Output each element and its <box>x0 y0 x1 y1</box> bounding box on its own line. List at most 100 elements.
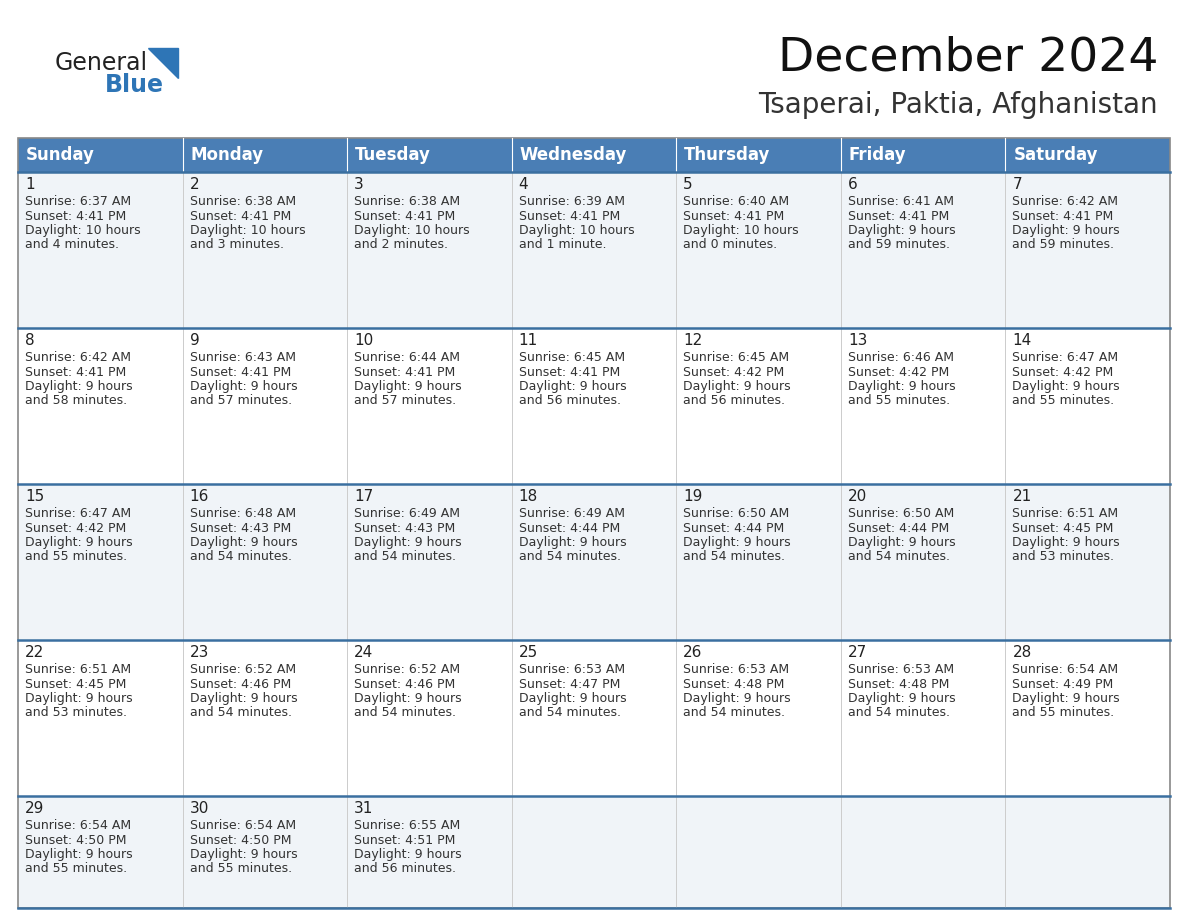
Text: and 4 minutes.: and 4 minutes. <box>25 239 119 252</box>
Text: 20: 20 <box>848 489 867 504</box>
Text: 1: 1 <box>25 177 34 192</box>
Text: Sunrise: 6:42 AM: Sunrise: 6:42 AM <box>25 351 131 364</box>
Text: Sunset: 4:43 PM: Sunset: 4:43 PM <box>190 521 291 534</box>
Text: and 53 minutes.: and 53 minutes. <box>25 707 127 720</box>
Text: 29: 29 <box>25 801 44 816</box>
Text: Daylight: 9 hours: Daylight: 9 hours <box>848 692 955 705</box>
Text: Sunrise: 6:49 AM: Sunrise: 6:49 AM <box>354 507 460 520</box>
Text: and 59 minutes.: and 59 minutes. <box>1012 239 1114 252</box>
Text: 4: 4 <box>519 177 529 192</box>
Text: Sunset: 4:41 PM: Sunset: 4:41 PM <box>190 365 291 378</box>
Text: 19: 19 <box>683 489 702 504</box>
Text: 28: 28 <box>1012 645 1031 660</box>
Bar <box>183 484 347 640</box>
Text: and 56 minutes.: and 56 minutes. <box>683 395 785 408</box>
Text: Sunset: 4:49 PM: Sunset: 4:49 PM <box>1012 677 1113 690</box>
Text: and 55 minutes.: and 55 minutes. <box>848 395 950 408</box>
Text: 23: 23 <box>190 645 209 660</box>
Text: Sunset: 4:41 PM: Sunset: 4:41 PM <box>25 365 126 378</box>
Text: and 58 minutes.: and 58 minutes. <box>25 395 127 408</box>
Text: Daylight: 9 hours: Daylight: 9 hours <box>354 380 462 393</box>
Text: Sunday: Sunday <box>26 146 95 164</box>
Bar <box>512 172 676 328</box>
Text: Saturday: Saturday <box>1013 146 1098 164</box>
Text: Sunset: 4:50 PM: Sunset: 4:50 PM <box>25 834 126 846</box>
Bar <box>1005 484 1170 640</box>
Text: Sunrise: 6:47 AM: Sunrise: 6:47 AM <box>1012 351 1119 364</box>
Text: and 54 minutes.: and 54 minutes. <box>354 707 456 720</box>
Text: Sunset: 4:42 PM: Sunset: 4:42 PM <box>25 521 126 534</box>
Text: and 54 minutes.: and 54 minutes. <box>683 551 785 564</box>
Text: Daylight: 10 hours: Daylight: 10 hours <box>519 224 634 237</box>
Text: Sunrise: 6:53 AM: Sunrise: 6:53 AM <box>519 663 625 676</box>
Text: Tuesday: Tuesday <box>355 146 431 164</box>
Text: Daylight: 9 hours: Daylight: 9 hours <box>519 692 626 705</box>
Text: and 3 minutes.: and 3 minutes. <box>190 239 284 252</box>
Text: and 55 minutes.: and 55 minutes. <box>1012 707 1114 720</box>
Text: Daylight: 9 hours: Daylight: 9 hours <box>519 380 626 393</box>
Text: Sunset: 4:45 PM: Sunset: 4:45 PM <box>1012 521 1114 534</box>
Text: Sunrise: 6:49 AM: Sunrise: 6:49 AM <box>519 507 625 520</box>
Text: 13: 13 <box>848 333 867 348</box>
Text: Sunset: 4:41 PM: Sunset: 4:41 PM <box>848 209 949 222</box>
Text: Daylight: 9 hours: Daylight: 9 hours <box>354 536 462 549</box>
Text: and 0 minutes.: and 0 minutes. <box>683 239 777 252</box>
Text: Sunset: 4:50 PM: Sunset: 4:50 PM <box>190 834 291 846</box>
Bar <box>676 640 841 796</box>
Text: and 2 minutes.: and 2 minutes. <box>354 239 448 252</box>
Bar <box>347 640 512 796</box>
Bar <box>1005 796 1170 908</box>
Text: and 55 minutes.: and 55 minutes. <box>1012 395 1114 408</box>
Bar <box>512 328 676 484</box>
Text: 24: 24 <box>354 645 373 660</box>
Text: Sunrise: 6:48 AM: Sunrise: 6:48 AM <box>190 507 296 520</box>
Text: Sunrise: 6:44 AM: Sunrise: 6:44 AM <box>354 351 460 364</box>
Text: Sunset: 4:47 PM: Sunset: 4:47 PM <box>519 677 620 690</box>
Text: 27: 27 <box>848 645 867 660</box>
Text: Daylight: 10 hours: Daylight: 10 hours <box>25 224 140 237</box>
Text: Sunset: 4:44 PM: Sunset: 4:44 PM <box>848 521 949 534</box>
Text: and 54 minutes.: and 54 minutes. <box>190 551 291 564</box>
Text: Sunrise: 6:50 AM: Sunrise: 6:50 AM <box>683 507 790 520</box>
Text: Daylight: 9 hours: Daylight: 9 hours <box>848 380 955 393</box>
Text: 9: 9 <box>190 333 200 348</box>
Bar <box>347 328 512 484</box>
Bar <box>183 640 347 796</box>
Text: Sunset: 4:41 PM: Sunset: 4:41 PM <box>1012 209 1113 222</box>
Text: 2: 2 <box>190 177 200 192</box>
Text: Sunrise: 6:54 AM: Sunrise: 6:54 AM <box>190 819 296 832</box>
Text: Sunrise: 6:45 AM: Sunrise: 6:45 AM <box>519 351 625 364</box>
Text: 26: 26 <box>683 645 702 660</box>
Text: Sunrise: 6:51 AM: Sunrise: 6:51 AM <box>25 663 131 676</box>
Text: Daylight: 9 hours: Daylight: 9 hours <box>190 692 297 705</box>
Text: 5: 5 <box>683 177 693 192</box>
Text: Sunrise: 6:46 AM: Sunrise: 6:46 AM <box>848 351 954 364</box>
Text: 3: 3 <box>354 177 364 192</box>
Bar <box>676 484 841 640</box>
Bar <box>18 484 183 640</box>
Text: Sunrise: 6:42 AM: Sunrise: 6:42 AM <box>1012 195 1118 208</box>
Text: Daylight: 9 hours: Daylight: 9 hours <box>1012 380 1120 393</box>
Bar <box>347 484 512 640</box>
Text: Thursday: Thursday <box>684 146 771 164</box>
Text: December 2024: December 2024 <box>777 36 1158 81</box>
Text: and 59 minutes.: and 59 minutes. <box>848 239 950 252</box>
Text: Sunset: 4:41 PM: Sunset: 4:41 PM <box>190 209 291 222</box>
Text: and 55 minutes.: and 55 minutes. <box>25 863 127 876</box>
Text: and 54 minutes.: and 54 minutes. <box>354 551 456 564</box>
Text: Daylight: 9 hours: Daylight: 9 hours <box>683 380 791 393</box>
Text: and 54 minutes.: and 54 minutes. <box>848 551 950 564</box>
Text: Sunrise: 6:40 AM: Sunrise: 6:40 AM <box>683 195 789 208</box>
Bar <box>841 138 1005 172</box>
Text: Daylight: 9 hours: Daylight: 9 hours <box>1012 224 1120 237</box>
Text: 25: 25 <box>519 645 538 660</box>
Text: Daylight: 9 hours: Daylight: 9 hours <box>1012 536 1120 549</box>
Text: and 57 minutes.: and 57 minutes. <box>190 395 292 408</box>
Text: Sunrise: 6:52 AM: Sunrise: 6:52 AM <box>190 663 296 676</box>
Text: Wednesday: Wednesday <box>519 146 627 164</box>
Text: Daylight: 9 hours: Daylight: 9 hours <box>190 848 297 861</box>
Bar <box>18 172 183 328</box>
Text: Sunrise: 6:53 AM: Sunrise: 6:53 AM <box>683 663 789 676</box>
Text: and 1 minute.: and 1 minute. <box>519 239 606 252</box>
Text: and 54 minutes.: and 54 minutes. <box>848 707 950 720</box>
